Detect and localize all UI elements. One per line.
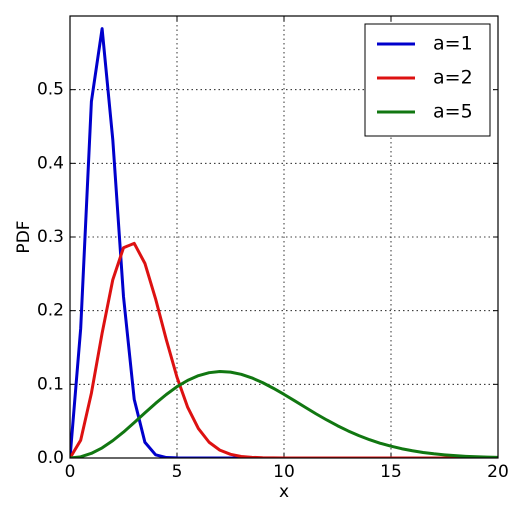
y-axis-label: PDF: [14, 220, 34, 253]
x-tick-label: 0: [65, 462, 76, 482]
legend-label: a=2: [433, 67, 473, 89]
y-tick-label: 0.2: [37, 301, 64, 321]
plot-frame: [69, 15, 499, 459]
y-tick-label: 0.0: [37, 448, 64, 468]
y-tick-label: 0.4: [37, 153, 64, 173]
y-tick-label: 0.3: [37, 227, 64, 247]
series-line: [70, 370, 498, 458]
legend-label: a=5: [433, 101, 473, 123]
x-axis-label: x: [279, 482, 289, 502]
x-tick-label: 15: [380, 462, 402, 482]
x-tick-label: 10: [273, 462, 295, 482]
y-tick-label: 0.5: [37, 80, 64, 100]
series-line: [70, 27, 498, 458]
y-tick-label: 0.1: [37, 374, 64, 394]
legend-label: a=1: [433, 33, 473, 55]
x-tick-label: 20: [487, 462, 509, 482]
x-tick-label: 5: [172, 462, 183, 482]
series-line: [70, 241, 498, 458]
